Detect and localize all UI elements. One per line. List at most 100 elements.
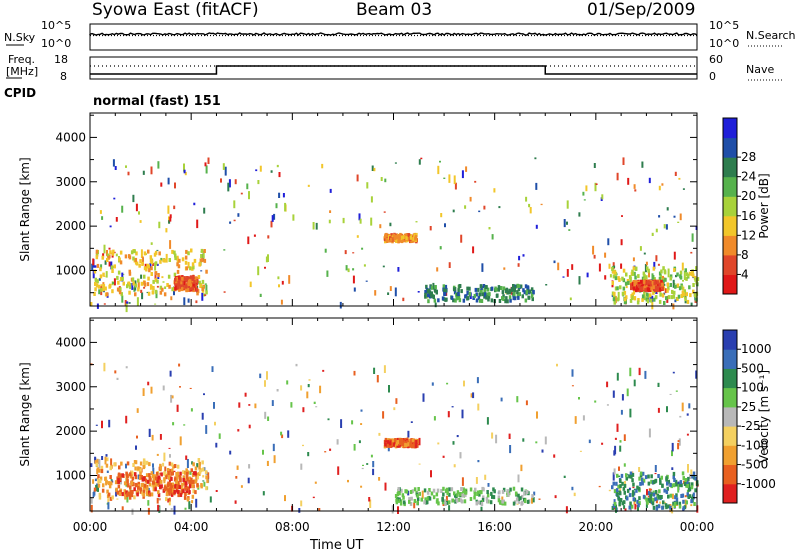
echo-region-pixel <box>135 251 138 256</box>
echo-region-pixel <box>198 472 201 476</box>
echo-region-pixel <box>634 275 637 280</box>
echo-pixel <box>395 398 398 404</box>
echo-pixel <box>566 221 568 225</box>
echo-region-pixel <box>140 475 143 479</box>
echo-region-pixel <box>417 487 420 491</box>
echo-pixel <box>445 495 448 502</box>
echo-pixel <box>434 302 437 308</box>
echo-pixel <box>184 171 187 176</box>
echo-region-pixel <box>147 264 150 269</box>
echo-region-pixel <box>662 266 665 271</box>
echo-pixel <box>165 253 168 263</box>
echo-pixel <box>157 277 160 279</box>
echo-region-pixel <box>630 504 634 509</box>
echo-pixel <box>644 370 647 379</box>
echo-region-pixel <box>666 486 669 491</box>
echo-region-pixel <box>456 490 460 495</box>
echo-pixel <box>677 221 680 223</box>
echo-pixel <box>344 250 347 255</box>
echo-pixel <box>632 486 635 489</box>
echo-region-pixel <box>151 480 155 485</box>
echo-region-pixel <box>479 500 482 505</box>
echo-region-pixel <box>139 468 142 473</box>
echo-region-pixel <box>430 285 434 290</box>
echo-region-pixel <box>473 293 477 298</box>
echo-pixel <box>432 282 435 290</box>
echo-pixel <box>321 163 324 169</box>
echo-region-pixel <box>625 295 628 300</box>
echo-pixel <box>623 505 626 510</box>
echo-pixel <box>654 465 657 473</box>
echo-region-pixel <box>631 472 635 477</box>
echo-region-pixel <box>177 264 181 269</box>
echo-region-pixel <box>179 280 183 285</box>
echo-pixel <box>626 388 629 397</box>
echo-pixel <box>477 460 480 463</box>
echo-region-pixel <box>646 299 650 304</box>
echo-pixel <box>90 463 93 467</box>
echo-region-pixel <box>128 495 132 500</box>
echo-region-pixel <box>617 276 620 281</box>
echo-region-pixel <box>111 269 114 273</box>
echo-pixel <box>369 499 372 508</box>
echo-region-pixel <box>485 295 488 300</box>
echo-region-pixel <box>187 281 190 286</box>
echo-region-pixel <box>156 279 159 284</box>
echo-region-pixel <box>643 274 646 278</box>
echo-pixel <box>98 459 101 468</box>
echo-region-pixel <box>616 286 619 291</box>
echo-region-pixel <box>97 483 101 488</box>
echo-pixel <box>110 458 113 466</box>
echo-pixel <box>361 247 364 250</box>
echo-region-pixel <box>205 475 208 480</box>
echo-pixel <box>300 385 303 391</box>
echo-region-pixel <box>652 480 656 484</box>
echo-pixel <box>101 216 104 220</box>
echo-pixel <box>352 268 355 271</box>
echo-region-pixel <box>176 269 180 274</box>
echo-region-pixel <box>444 284 448 289</box>
echo-region-pixel <box>186 471 189 476</box>
echo-region-pixel <box>649 293 652 298</box>
echo-region-pixel <box>426 496 430 501</box>
echo-pixel <box>360 423 363 425</box>
echo-region-pixel <box>206 479 209 484</box>
echo-region-pixel <box>466 296 469 301</box>
echo-region-pixel <box>674 479 678 484</box>
echo-region-pixel <box>637 486 641 491</box>
echo-pixel <box>104 260 107 265</box>
echo-region-pixel <box>659 480 662 485</box>
echo-pixel <box>690 302 693 306</box>
echo-region-pixel <box>631 490 635 495</box>
echo-region-pixel <box>428 488 431 492</box>
echo-pixel <box>147 487 150 492</box>
echo-region-pixel <box>441 500 445 505</box>
velocity-panel-data-layer <box>90 362 699 515</box>
echo-region-pixel <box>615 481 618 486</box>
echo-pixel <box>678 438 681 446</box>
echo-region-pixel <box>384 239 387 244</box>
echo-region-pixel <box>147 249 150 254</box>
echo-pixel <box>115 253 118 257</box>
echo-pixel <box>632 257 635 262</box>
echo-pixel <box>677 484 680 493</box>
echo-pixel <box>204 294 207 296</box>
echo-pixel <box>152 467 155 475</box>
echo-pixel <box>290 402 293 408</box>
echo-region-pixel <box>198 280 201 285</box>
echo-region-pixel <box>676 296 679 301</box>
echo-pixel <box>682 280 684 282</box>
echo-region-pixel <box>204 470 208 475</box>
echo-pixel <box>98 278 101 281</box>
echo-region-pixel <box>118 290 122 295</box>
echo-pixel <box>115 488 118 497</box>
echo-region-pixel <box>399 232 402 237</box>
echo-region-pixel <box>625 272 628 277</box>
colorbar-swatch <box>723 137 737 158</box>
echo-region-pixel <box>625 476 628 481</box>
echo-pixel <box>477 403 480 411</box>
echo-pixel <box>538 498 541 500</box>
echo-pixel <box>578 276 581 285</box>
echo-region-pixel <box>474 487 477 492</box>
echo-pixel <box>315 222 318 230</box>
